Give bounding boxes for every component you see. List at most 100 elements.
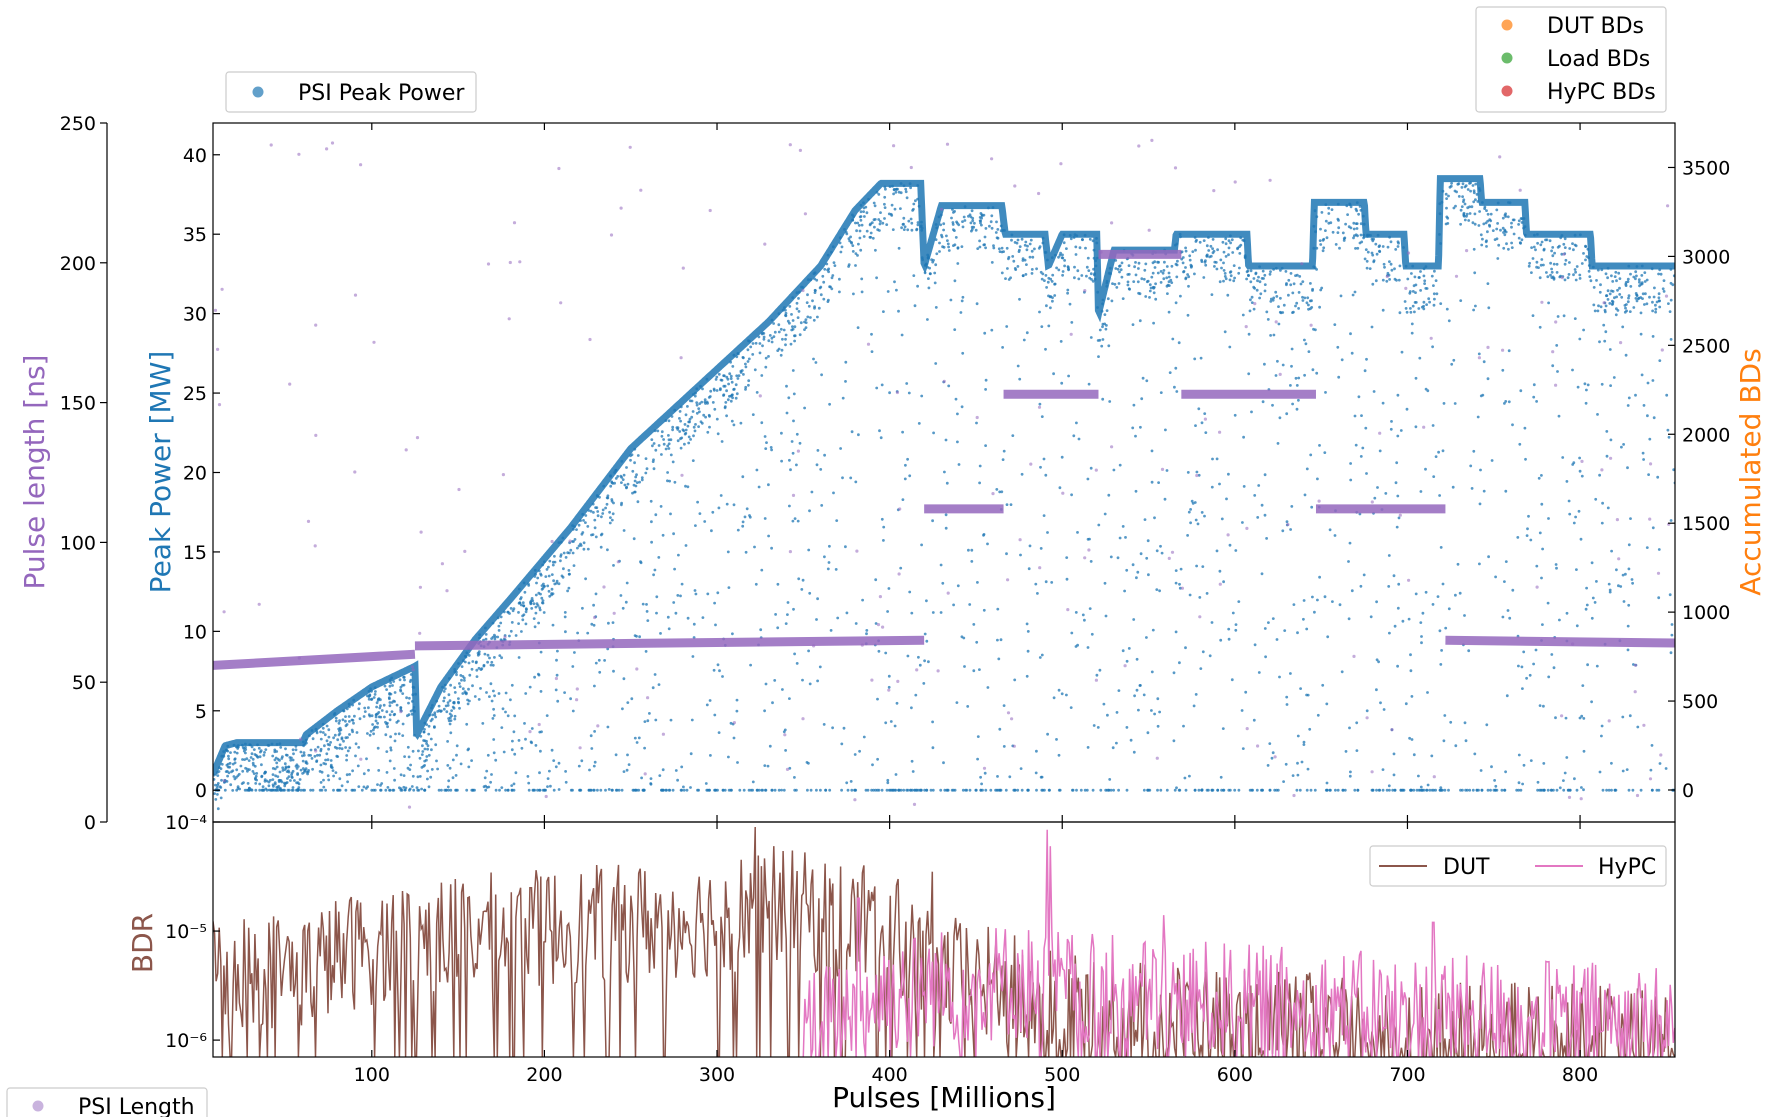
peak-power-point xyxy=(754,582,758,586)
peak-power-point xyxy=(287,788,291,792)
peak-power-point xyxy=(1270,756,1274,760)
peak-power-point xyxy=(1616,288,1619,292)
peak-power-point xyxy=(694,391,697,395)
peak-power-point xyxy=(943,788,947,792)
peak-power-point xyxy=(1394,481,1398,485)
accumulated-bds-tick-label: 2000 xyxy=(1682,424,1730,446)
peak-power-point xyxy=(1657,788,1661,792)
peak-power-point xyxy=(1426,783,1430,787)
peak-power-point xyxy=(1313,610,1316,614)
peak-power-point xyxy=(1494,788,1497,792)
peak-power-point xyxy=(319,737,323,741)
peak-power-point xyxy=(1277,322,1281,326)
peak-power-point xyxy=(1404,307,1408,310)
peak-power-point xyxy=(1358,205,1362,208)
pulse-length-point xyxy=(870,678,874,682)
peak-power-point xyxy=(1018,245,1022,249)
peak-power-point xyxy=(1474,304,1477,308)
peak-power-point xyxy=(884,721,888,725)
peak-power-point xyxy=(1468,182,1471,185)
peak-power-point xyxy=(1351,293,1355,297)
peak-power-point xyxy=(704,415,707,419)
peak-power-point xyxy=(644,457,648,460)
peak-power-point xyxy=(227,757,231,761)
peak-power-point xyxy=(1247,332,1251,336)
peak-power-point xyxy=(1349,770,1352,774)
pulse-length-point xyxy=(940,207,944,211)
peak-power-point xyxy=(386,725,389,729)
peak-power-point xyxy=(1296,631,1299,635)
peak-power-point xyxy=(1404,702,1408,706)
peak-power-point xyxy=(729,374,733,378)
peak-power-point xyxy=(1410,272,1413,275)
peak-power-point xyxy=(539,592,542,596)
peak-power-point xyxy=(1511,218,1515,222)
peak-power-point xyxy=(908,474,912,478)
peak-power-point xyxy=(863,215,866,218)
peak-power-point xyxy=(1263,627,1267,630)
peak-power-point xyxy=(1016,364,1020,368)
peak-power-point xyxy=(612,501,615,505)
peak-power-point xyxy=(657,683,661,686)
peak-power-point xyxy=(1622,600,1626,603)
peak-power-point xyxy=(278,759,281,762)
peak-power-point xyxy=(409,709,413,713)
peak-power-point xyxy=(458,685,462,688)
peak-power-point xyxy=(423,759,427,763)
pulse-length-point xyxy=(353,293,358,297)
pulse-length-point xyxy=(1398,513,1402,517)
pulse-length-point xyxy=(909,165,913,170)
peak-power-point xyxy=(910,221,914,225)
peak-power-point xyxy=(1159,788,1163,792)
peak-power-point xyxy=(703,520,707,523)
peak-power-point xyxy=(1083,233,1087,237)
peak-power-point xyxy=(1264,655,1267,659)
peak-power-point xyxy=(1156,697,1160,701)
peak-power-point xyxy=(902,216,906,220)
peak-power-point xyxy=(251,757,255,761)
peak-power-point xyxy=(1323,451,1327,454)
peak-power-point xyxy=(667,419,671,423)
peak-power-point xyxy=(1598,473,1601,477)
peak-power-point xyxy=(1050,280,1054,283)
peak-power-point xyxy=(1092,256,1096,260)
peak-power-point xyxy=(374,719,378,723)
peak-power-point xyxy=(1155,588,1159,591)
peak-power-point xyxy=(1194,240,1198,243)
peak-power-point xyxy=(1234,623,1238,626)
peak-power-point xyxy=(1544,238,1547,242)
peak-power-point xyxy=(408,696,411,700)
peak-power-point xyxy=(1026,649,1030,653)
peak-power-point xyxy=(626,753,629,757)
peak-power-point xyxy=(701,616,705,619)
peak-power-point xyxy=(789,342,793,346)
peak-power-point xyxy=(1624,572,1627,576)
peak-power-point xyxy=(825,262,829,266)
peak-power-point xyxy=(1152,286,1155,290)
peak-power-point xyxy=(1298,788,1302,792)
peak-power-point xyxy=(287,765,290,769)
peak-power-point xyxy=(1152,321,1155,325)
peak-power-point xyxy=(426,777,429,781)
peak-power-point xyxy=(739,421,743,425)
peak-power-point xyxy=(250,752,254,756)
peak-power-point xyxy=(1375,600,1378,604)
peak-power-point xyxy=(603,659,606,662)
peak-power-point xyxy=(1627,296,1630,300)
peak-power-point xyxy=(1091,239,1095,243)
peak-power-point xyxy=(388,718,392,722)
peak-power-point xyxy=(831,274,835,277)
peak-power-point xyxy=(1484,240,1488,244)
pulse-length-point xyxy=(314,749,318,753)
peak-power-point xyxy=(763,764,767,767)
peak-power-point xyxy=(383,715,386,719)
pulse-length-tick-label: 250 xyxy=(60,113,96,135)
peak-power-point xyxy=(873,204,877,208)
peak-power-point xyxy=(1175,786,1178,790)
pulse-length-point xyxy=(568,539,572,543)
peak-power-point xyxy=(342,709,345,713)
peak-power-point xyxy=(1046,732,1049,736)
peak-power-point xyxy=(1123,589,1126,593)
peak-power-point xyxy=(816,597,819,601)
